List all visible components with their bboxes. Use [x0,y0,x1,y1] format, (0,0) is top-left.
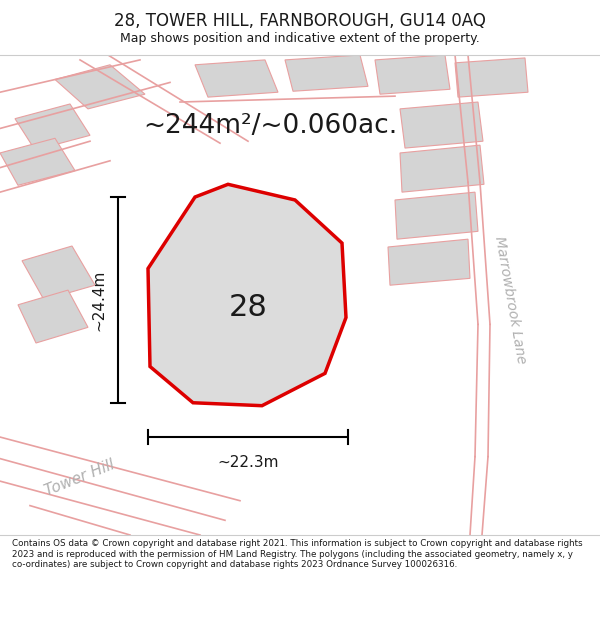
Polygon shape [400,102,483,148]
Polygon shape [285,55,368,91]
Polygon shape [195,60,278,97]
Polygon shape [375,55,450,94]
Text: Tower Hill: Tower Hill [43,458,117,499]
Polygon shape [148,184,346,406]
Text: ~244m²/~0.060ac.: ~244m²/~0.060ac. [143,112,397,139]
Polygon shape [15,104,90,150]
Text: ~24.4m: ~24.4m [91,269,106,331]
Polygon shape [18,290,88,343]
Text: Map shows position and indicative extent of the property.: Map shows position and indicative extent… [120,32,480,45]
Text: Marrowbrook Lane: Marrowbrook Lane [492,235,528,365]
Polygon shape [388,239,470,285]
Text: 28, TOWER HILL, FARNBOROUGH, GU14 0AQ: 28, TOWER HILL, FARNBOROUGH, GU14 0AQ [114,12,486,30]
Polygon shape [400,145,484,192]
Polygon shape [455,58,528,97]
Text: ~22.3m: ~22.3m [217,454,279,469]
Polygon shape [0,138,75,185]
Polygon shape [22,246,95,300]
Text: 28: 28 [229,293,268,322]
Polygon shape [395,192,478,239]
Text: Contains OS data © Crown copyright and database right 2021. This information is : Contains OS data © Crown copyright and d… [12,539,583,569]
Polygon shape [55,65,145,109]
